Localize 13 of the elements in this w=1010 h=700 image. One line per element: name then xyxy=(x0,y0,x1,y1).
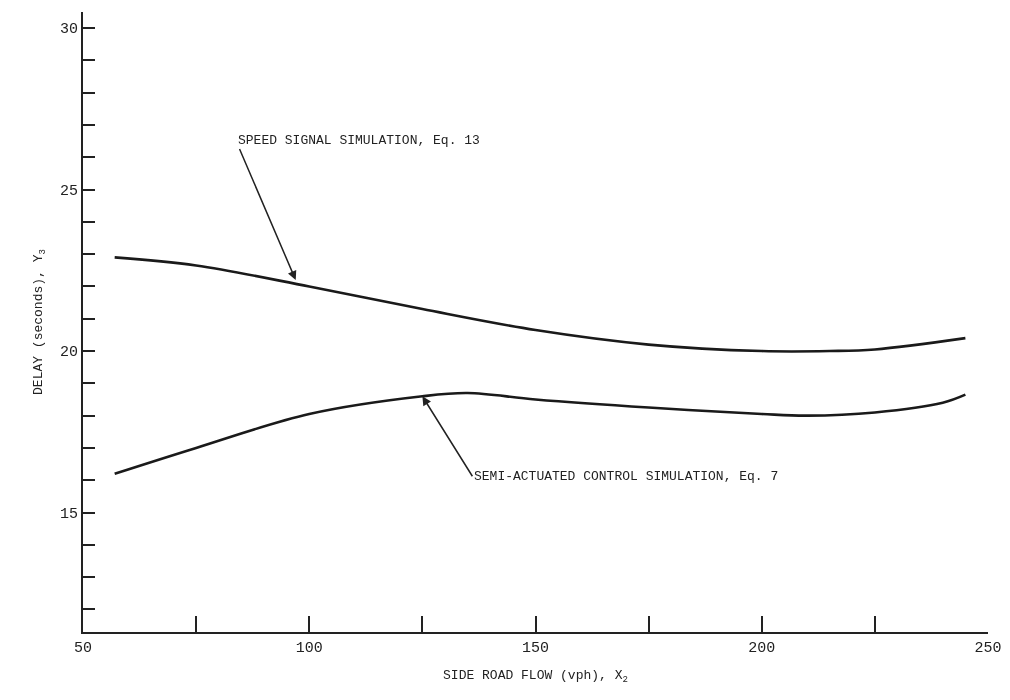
y-tick-label: 25 xyxy=(59,182,78,200)
y-tick-label: 30 xyxy=(59,21,78,39)
x-tick-label: 50 xyxy=(73,640,93,657)
x-tick-label: 100 xyxy=(295,640,323,657)
annotation: SPEED SIGNAL SIMULATION, Eq. 13 xyxy=(238,133,480,148)
y-tick-label: 20 xyxy=(59,344,78,362)
line-series xyxy=(113,256,967,353)
x-tick-label: 150 xyxy=(521,640,550,657)
x-tick-label: 250 xyxy=(974,640,1002,657)
x-tick-label: 200 xyxy=(748,640,776,657)
y-tick-label: 15 xyxy=(59,505,78,523)
annotation: SEMI-ACTUATED CONTROL SIMULATION, Eq. 7 xyxy=(474,469,779,484)
x-axis-title: SIDE ROAD FLOW (vph), X$_{2}$ xyxy=(443,668,628,685)
